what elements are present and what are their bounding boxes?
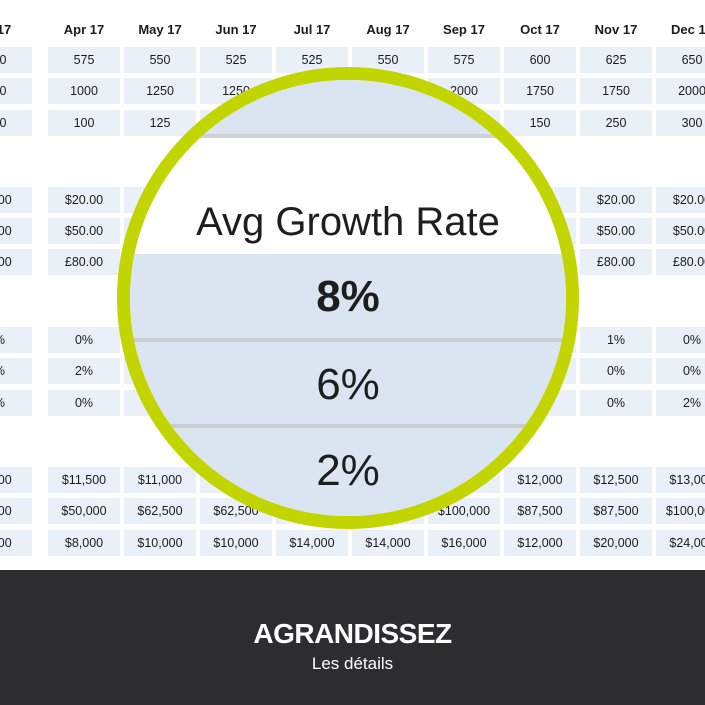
table-cell[interactable]: £80.00: [580, 249, 652, 275]
table-cell[interactable]: 0%: [580, 358, 652, 384]
growth-rate-value-2: 6%: [316, 360, 380, 409]
table-cell[interactable]: 20.00: [0, 187, 32, 213]
column-header: Sep 17: [443, 22, 485, 37]
growth-rate-value-3: 2%: [316, 446, 380, 495]
table-cell[interactable]: 50.00: [0, 218, 32, 244]
table-cell[interactable]: 5,000: [0, 530, 32, 556]
banner-title: AGRANDISSEZ: [253, 618, 452, 649]
table-cell[interactable]: 525: [200, 47, 272, 73]
lens-value-row-3: [130, 428, 566, 516]
column-header: Jun 17: [215, 22, 257, 37]
table-cell[interactable]: $20,000: [580, 530, 652, 556]
column-header: Aug 17: [366, 22, 410, 37]
lens-value-row-1: [130, 254, 566, 338]
table-cell[interactable]: 0%: [48, 327, 120, 353]
table-cell[interactable]: 0%: [48, 390, 120, 416]
lens-divider: [130, 134, 566, 138]
growth-rate-value-1: 8%: [316, 272, 380, 321]
table-cell[interactable]: 0%: [580, 390, 652, 416]
table-cell[interactable]: $8,000: [48, 530, 120, 556]
table-row: 5,000$8,000$10,000$10,000$14,000$14,000$…: [0, 530, 705, 556]
table-cell[interactable]: $20.00: [580, 187, 652, 213]
table-cell[interactable]: 2%: [0, 390, 32, 416]
table-cell[interactable]: $14,000: [352, 530, 424, 556]
column-header: Oct 17: [520, 22, 560, 37]
table-cell[interactable]: 625: [580, 47, 652, 73]
table-cell[interactable]: 550: [124, 47, 196, 73]
table-cell[interactable]: $11,500: [48, 467, 120, 493]
lens-title-area: [130, 80, 566, 138]
column-header: Dec 17: [671, 22, 705, 37]
table-cell[interactable]: $50.00: [580, 218, 652, 244]
table-cell[interactable]: 80.00: [0, 249, 32, 275]
table-cell[interactable]: $10,000: [124, 530, 196, 556]
column-header: Jul 17: [293, 22, 331, 37]
table-cell[interactable]: 250: [580, 110, 652, 136]
table-cell[interactable]: 575: [428, 47, 500, 73]
column-header: ar 17: [0, 22, 12, 37]
table-cell[interactable]: 0%: [0, 327, 32, 353]
column-header: Nov 17: [594, 22, 638, 37]
lens-value-row-2: [130, 342, 566, 424]
table-cell[interactable]: 575: [48, 47, 120, 73]
table-cell[interactable]: 2000: [656, 78, 705, 104]
table-cell[interactable]: $100,000: [656, 498, 705, 524]
table-cell[interactable]: $12,000: [504, 530, 576, 556]
table-cell[interactable]: £80.00: [48, 249, 120, 275]
table-cell[interactable]: 0%: [0, 358, 32, 384]
table-row: 550575550525525550575600625650: [0, 47, 705, 73]
caption-banner: AGRANDISSEZ Les détails: [0, 570, 705, 705]
table-cell[interactable]: 0%: [656, 358, 705, 384]
table-cell[interactable]: 1750: [580, 78, 652, 104]
growth-rate-title: Avg Growth Rate: [196, 200, 500, 244]
table-cell[interactable]: $13,000: [656, 467, 705, 493]
table-cell[interactable]: 1%: [580, 327, 652, 353]
lens-divider: [130, 424, 566, 428]
table-cell[interactable]: $50,000: [48, 498, 120, 524]
table-cell[interactable]: $10,000: [200, 530, 272, 556]
column-header: Apr 17: [63, 22, 105, 37]
table-cell[interactable]: 0,000: [0, 498, 32, 524]
column-header: May 17: [138, 22, 182, 37]
table-cell[interactable]: 100: [0, 110, 32, 136]
table-cell[interactable]: $20.00: [656, 187, 705, 213]
table-cell[interactable]: 600: [504, 47, 576, 73]
magnifier-lens: Avg Growth Rate 8% 6% 2%: [117, 67, 579, 529]
table-cell[interactable]: 300: [656, 110, 705, 136]
table-cell[interactable]: 650: [656, 47, 705, 73]
table-cell[interactable]: $12,500: [580, 467, 652, 493]
table-cell[interactable]: 550: [0, 47, 32, 73]
table-cell[interactable]: £80.00: [656, 249, 705, 275]
table-cell[interactable]: 1,000: [0, 467, 32, 493]
table-cell[interactable]: $14,000: [276, 530, 348, 556]
table-cell[interactable]: 2%: [656, 390, 705, 416]
table-cell[interactable]: 0%: [656, 327, 705, 353]
table-cell[interactable]: 000: [0, 78, 32, 104]
table-cell[interactable]: $50.00: [656, 218, 705, 244]
table-cell[interactable]: 2%: [48, 358, 120, 384]
lens-title-background: [130, 138, 566, 250]
table-cell[interactable]: 1000: [48, 78, 120, 104]
table-cell[interactable]: $20.00: [48, 187, 120, 213]
spreadsheet-view: ar 17 Apr 17 May 17 Jun 17 Jul 17 Aug 17 Sep 1…: [0, 22, 705, 556]
table-cell[interactable]: $24,000: [656, 530, 705, 556]
table-cell[interactable]: 100: [48, 110, 120, 136]
lens-divider: [130, 338, 566, 342]
table-cell[interactable]: $50.00: [48, 218, 120, 244]
table-cell[interactable]: $16,000: [428, 530, 500, 556]
table-cell[interactable]: $87,500: [580, 498, 652, 524]
banner-subtitle: Les détails: [311, 654, 394, 673]
